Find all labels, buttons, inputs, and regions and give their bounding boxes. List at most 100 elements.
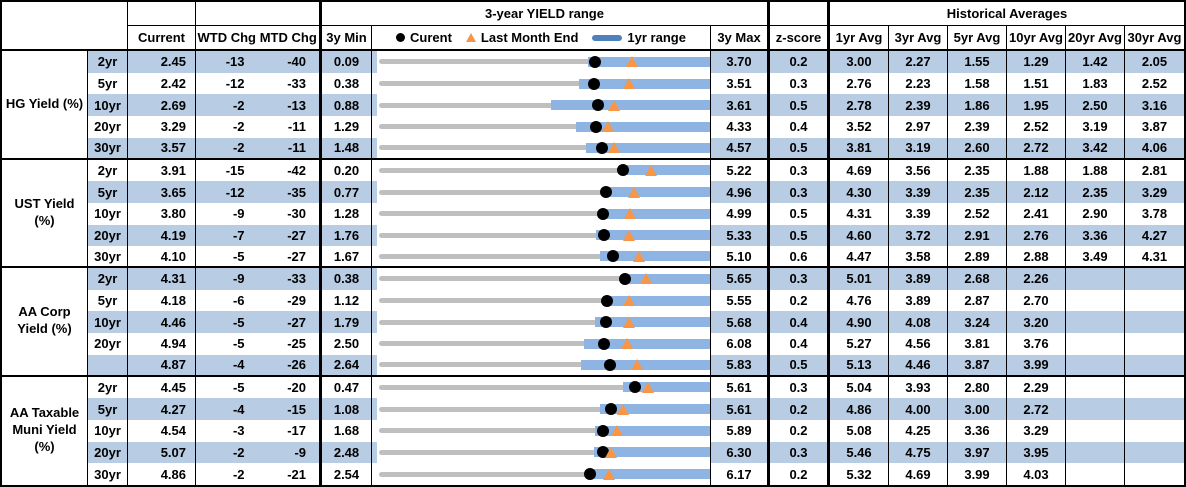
last-month-end-triangle-marker xyxy=(640,273,653,285)
current-cell: 4.87 xyxy=(128,354,196,377)
blank-header-above-zscore xyxy=(770,2,830,26)
current-dot-marker xyxy=(591,99,604,112)
category-cell: UST Yield (%) xyxy=(2,159,88,268)
z-score-cell: 0.2 xyxy=(770,419,830,442)
wtd-chg-value: -3 xyxy=(232,423,245,439)
last-month-end-triangle-marker xyxy=(625,56,638,68)
col-header-wtd: WTD Chg xyxy=(197,30,256,45)
3y-max-cell: 5.65 xyxy=(711,268,770,290)
mtd-chg-value: -20 xyxy=(287,379,306,395)
last-month-end-triangle-marker xyxy=(624,208,637,220)
3yr-avg-cell: 3.89 xyxy=(889,289,948,312)
1yr-range-bar xyxy=(600,251,710,262)
range-chart-plot xyxy=(377,333,710,355)
range-chart-cell xyxy=(372,376,711,399)
z-score-cell: 0.3 xyxy=(770,441,830,464)
wtd-chg-value: -2 xyxy=(232,140,245,156)
current-cell: 4.45 xyxy=(128,376,196,399)
mtd-chg-value: -15 xyxy=(287,401,306,417)
30yr-avg-cell xyxy=(1125,377,1184,399)
mtd-chg-value: -27 xyxy=(287,227,306,243)
1yr-range-bar xyxy=(621,273,710,284)
range-chart-cell xyxy=(372,202,711,225)
current-dot-marker xyxy=(599,316,612,329)
3y-min-cell: 1.48 xyxy=(322,137,372,160)
wtd-chg-value: -9 xyxy=(232,206,245,222)
range-section-title: 3-year YIELD range xyxy=(322,2,770,26)
z-score-cell: 0.3 xyxy=(770,268,830,290)
1yr-avg-cell: 4.47 xyxy=(830,246,889,268)
tenor-cell: 30yr xyxy=(88,137,128,160)
range-chart-cell xyxy=(372,246,711,268)
10yr-avg-cell: 3.95 xyxy=(1007,441,1066,464)
legend-last-month-end-label: Last Month End xyxy=(480,30,579,45)
z-score-cell: 0.5 xyxy=(770,202,830,225)
historical-averages-title: Historical Averages xyxy=(830,2,1184,26)
current-cell: 5.07 xyxy=(128,441,196,464)
wtd-chg-value: -5 xyxy=(232,336,245,352)
wtd-mtd-cell: -15 -42 xyxy=(196,159,322,182)
corner-blank-cell xyxy=(2,2,128,51)
z-score-cell: 0.5 xyxy=(770,224,830,247)
wtd-chg-value: -5 xyxy=(232,248,245,264)
30yr-avg-cell xyxy=(1125,290,1184,312)
col-header-3y-min: 3y Min xyxy=(322,26,372,51)
wtd-mtd-cell: -12 -33 xyxy=(196,72,322,95)
col-header-current: Current xyxy=(128,26,196,51)
3y-min-cell: 1.67 xyxy=(322,246,372,268)
range-chart-plot xyxy=(377,246,710,266)
20yr-avg-cell xyxy=(1066,398,1125,420)
tenor-cell xyxy=(88,354,128,377)
wtd-mtd-cell: -9 -30 xyxy=(196,202,322,225)
wtd-mtd-cell: -6 -29 xyxy=(196,289,322,312)
range-chart-plot xyxy=(377,441,710,464)
tenor-cell: 20yr xyxy=(88,224,128,247)
3y-range-track xyxy=(379,298,707,304)
last-month-end-triangle-marker xyxy=(644,164,657,176)
1yr-avg-cell: 4.90 xyxy=(830,311,889,334)
1yr-range-bar xyxy=(586,142,710,153)
tenor-cell: 10yr xyxy=(88,202,128,225)
last-month-end-triangle-marker xyxy=(607,99,620,111)
current-dot-marker xyxy=(617,164,630,177)
1yr-avg-cell: 5.04 xyxy=(830,376,889,399)
3y-range-track xyxy=(379,59,707,65)
range-chart-cell xyxy=(372,333,711,355)
10yr-avg-cell: 2.12 xyxy=(1007,181,1066,203)
1yr-range-bar xyxy=(595,425,710,436)
20yr-avg-cell: 1.83 xyxy=(1066,72,1125,95)
wtd-chg-value: -4 xyxy=(232,357,245,373)
20yr-avg-cell: 3.36 xyxy=(1066,224,1125,247)
3y-max-cell: 6.08 xyxy=(711,333,770,355)
wtd-mtd-cell: -7 -27 xyxy=(196,224,322,247)
last-month-end-triangle-marker xyxy=(622,229,635,241)
col-header-20yr-avg: 20yr Avg xyxy=(1066,26,1125,51)
3y-range-track xyxy=(379,124,707,130)
range-chart-plot xyxy=(377,419,710,442)
5yr-avg-cell: 2.87 xyxy=(948,289,1007,312)
wtd-chg-value: -5 xyxy=(232,314,245,330)
3y-max-cell: 5.68 xyxy=(711,311,770,334)
z-score-cell: 0.2 xyxy=(770,398,830,420)
range-chart-plot xyxy=(377,181,710,203)
1yr-range-bar xyxy=(551,100,710,111)
range-chart-plot xyxy=(377,376,710,399)
range-chart-plot xyxy=(377,51,710,73)
mtd-chg-value: -40 xyxy=(287,54,306,70)
wtd-mtd-cell: -2 -11 xyxy=(196,116,322,138)
3y-range-track xyxy=(379,384,707,390)
10yr-avg-cell: 2.72 xyxy=(1007,398,1066,420)
last-month-end-triangle-marker xyxy=(641,381,654,393)
3yr-avg-cell: 3.19 xyxy=(889,137,948,160)
3y-max-cell: 3.51 xyxy=(711,72,770,95)
mtd-chg-value: -11 xyxy=(287,140,306,156)
mtd-chg-value: -25 xyxy=(287,336,306,352)
30yr-avg-cell: 2.52 xyxy=(1141,76,1168,92)
z-score-cell: 0.4 xyxy=(770,311,830,334)
range-chart-cell xyxy=(372,463,711,485)
10yr-avg-cell: 1.88 xyxy=(1007,159,1066,182)
current-cell: 3.65 xyxy=(128,181,196,203)
mtd-chg-value: -17 xyxy=(287,423,306,439)
z-score-cell: 0.3 xyxy=(770,159,830,182)
3yr-avg-cell: 3.72 xyxy=(889,224,948,247)
